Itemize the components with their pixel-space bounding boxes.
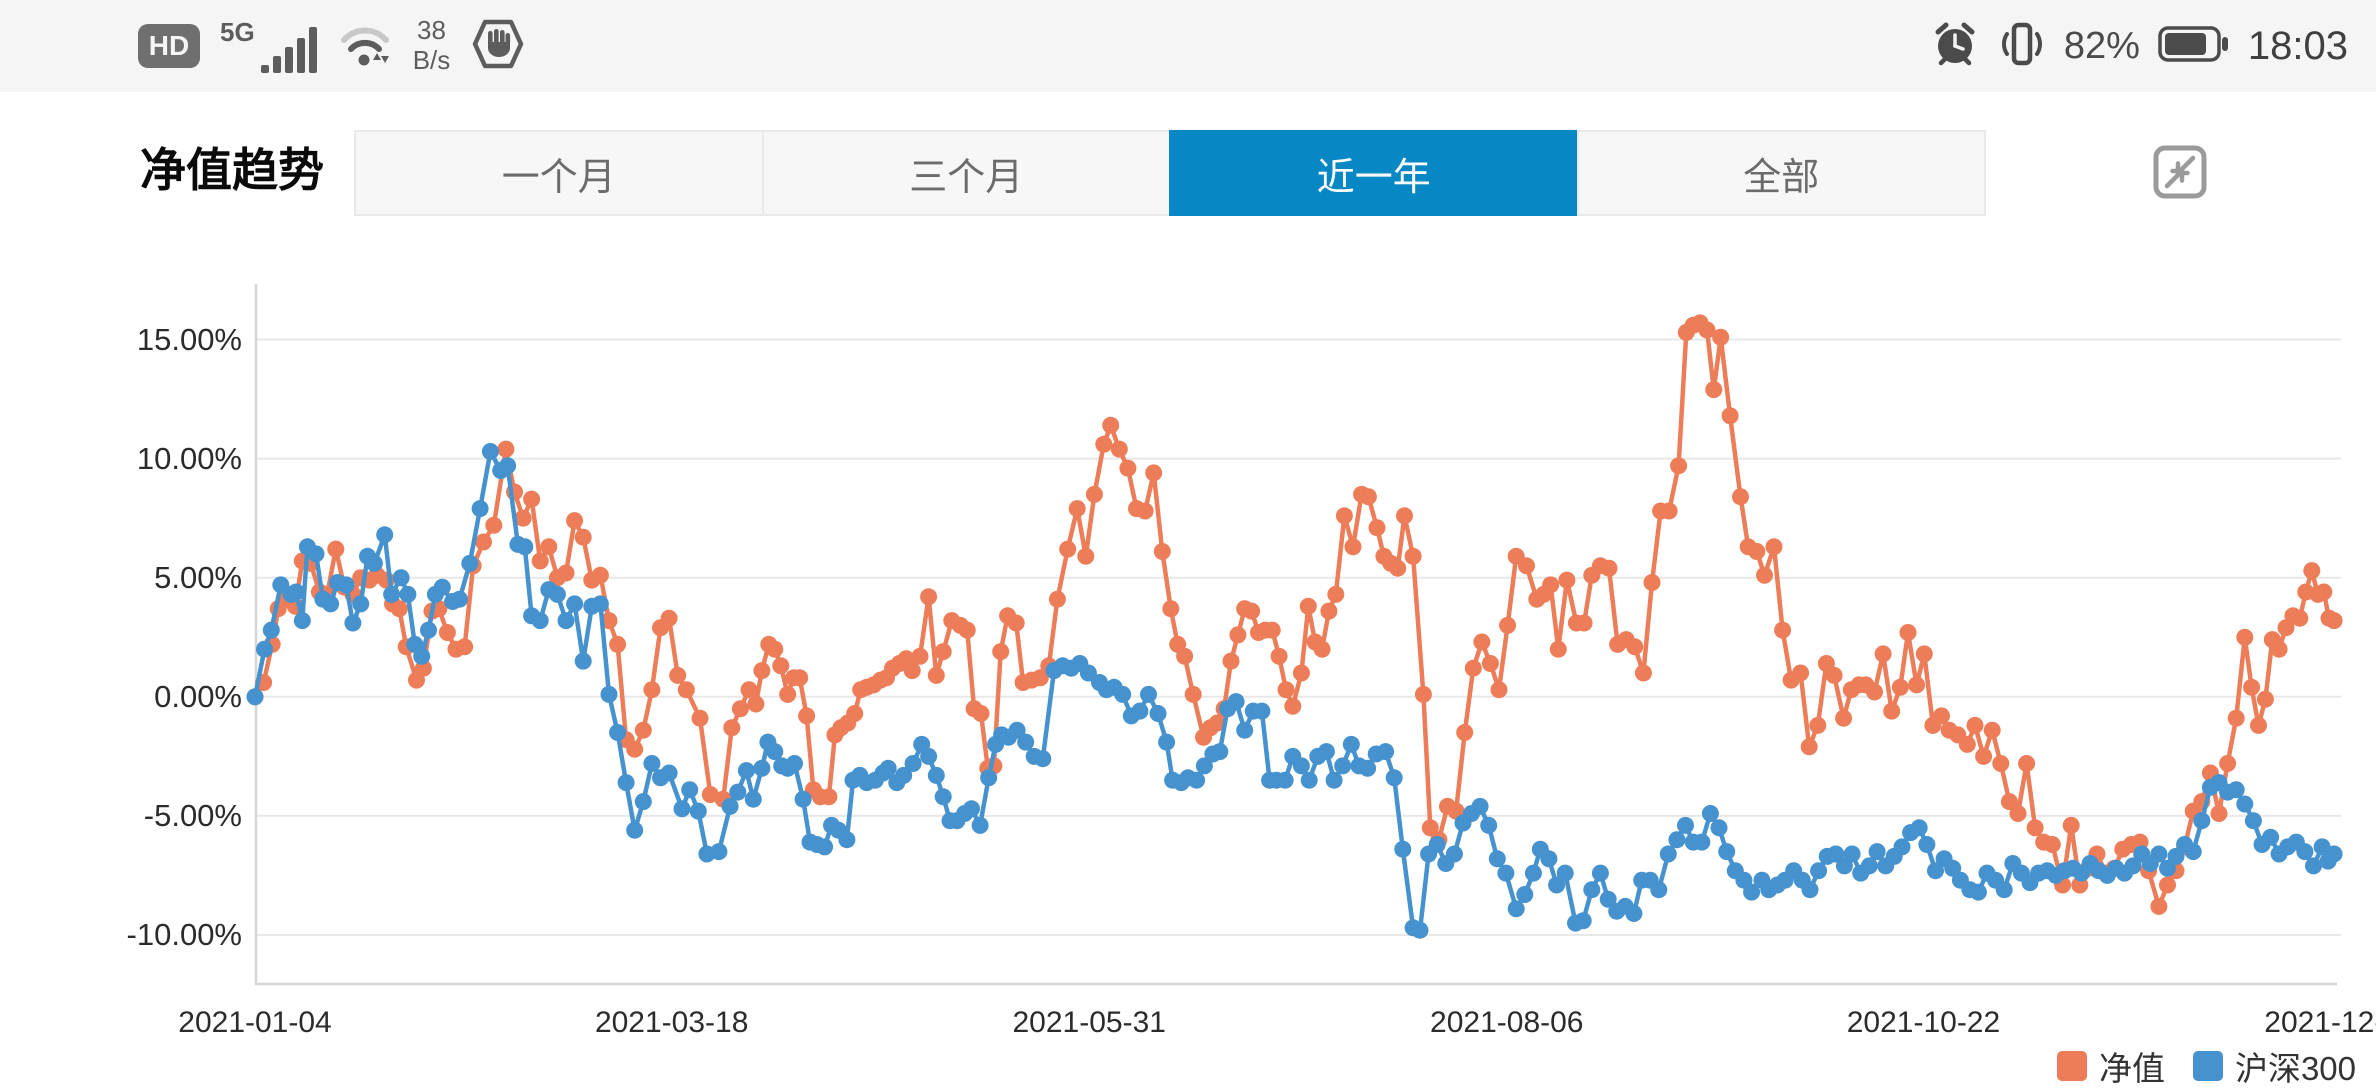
network-speed-unit: B/s (412, 45, 451, 75)
network-speed-value: 38 (417, 15, 446, 46)
cellular-signal-icon: 5G (220, 19, 317, 73)
tab-one-month[interactable]: 一个月 (354, 130, 762, 216)
y-axis-label: 0.00% (154, 678, 242, 714)
y-axis-label: -5.00% (143, 797, 242, 833)
x-axis-label: 2021-05-31 (1012, 1006, 1166, 1039)
y-axis-label: 15.00% (136, 321, 242, 357)
trend-chart[interactable] (246, 280, 2343, 986)
legend-item-netvalue[interactable]: 净值 (2056, 1042, 2165, 1090)
x-axis-label: 2021-08-06 (1430, 1006, 1584, 1039)
legend-item-hs300[interactable]: 沪深300 (2192, 1042, 2356, 1090)
battery-percent: 82% (2063, 24, 2140, 67)
y-axis-label: 5.00% (154, 559, 242, 595)
page-title: 净值趋势 (140, 144, 324, 196)
hand-blocked-icon (470, 17, 526, 76)
legend-label-hs300: 沪深300 (2234, 1050, 2356, 1087)
tab-past-year[interactable]: 近一年 (1169, 130, 1577, 216)
x-axis-label: 2021-12-31 (2264, 1006, 2376, 1039)
wifi-icon (337, 19, 393, 74)
collapse-chart-button[interactable] (2152, 140, 2210, 202)
vibrate-icon (1998, 19, 2046, 74)
status-bar: HD 5G 38 B/s (0, 0, 2376, 92)
alarm-clock-icon (1930, 19, 1980, 74)
chart-legend: 净值 沪深300 (2056, 1042, 2356, 1090)
tab-three-months[interactable]: 三个月 (761, 130, 1169, 216)
battery-icon (2158, 23, 2230, 70)
network-type-label: 5G (220, 17, 255, 47)
hs300-swatch-icon (2192, 1051, 2223, 1081)
series-沪深300 (246, 443, 2343, 939)
netvalue-swatch-icon (2056, 1051, 2087, 1081)
legend-label-netvalue: 净值 (2098, 1050, 2165, 1087)
y-axis-label: -10.00% (126, 916, 242, 952)
y-axis-label: 10.00% (136, 440, 242, 476)
clock-time: 18:03 (2247, 23, 2348, 68)
range-tabs: 一个月 三个月 近一年 全部 (354, 130, 1986, 216)
x-axis-label: 2021-01-04 (178, 1006, 332, 1039)
x-axis-label: 2021-10-22 (1846, 1006, 2001, 1039)
status-right-cluster: 82% 18:03 (1930, 19, 2348, 74)
signal-bars-icon (260, 27, 317, 73)
network-speed: 38 B/s (412, 15, 451, 76)
x-axis-label: 2021-03-18 (594, 1006, 749, 1039)
tab-all[interactable]: 全部 (1576, 130, 1986, 216)
hd-icon: HD (138, 24, 200, 68)
status-left-cluster: HD 5G 38 B/s (138, 15, 526, 76)
